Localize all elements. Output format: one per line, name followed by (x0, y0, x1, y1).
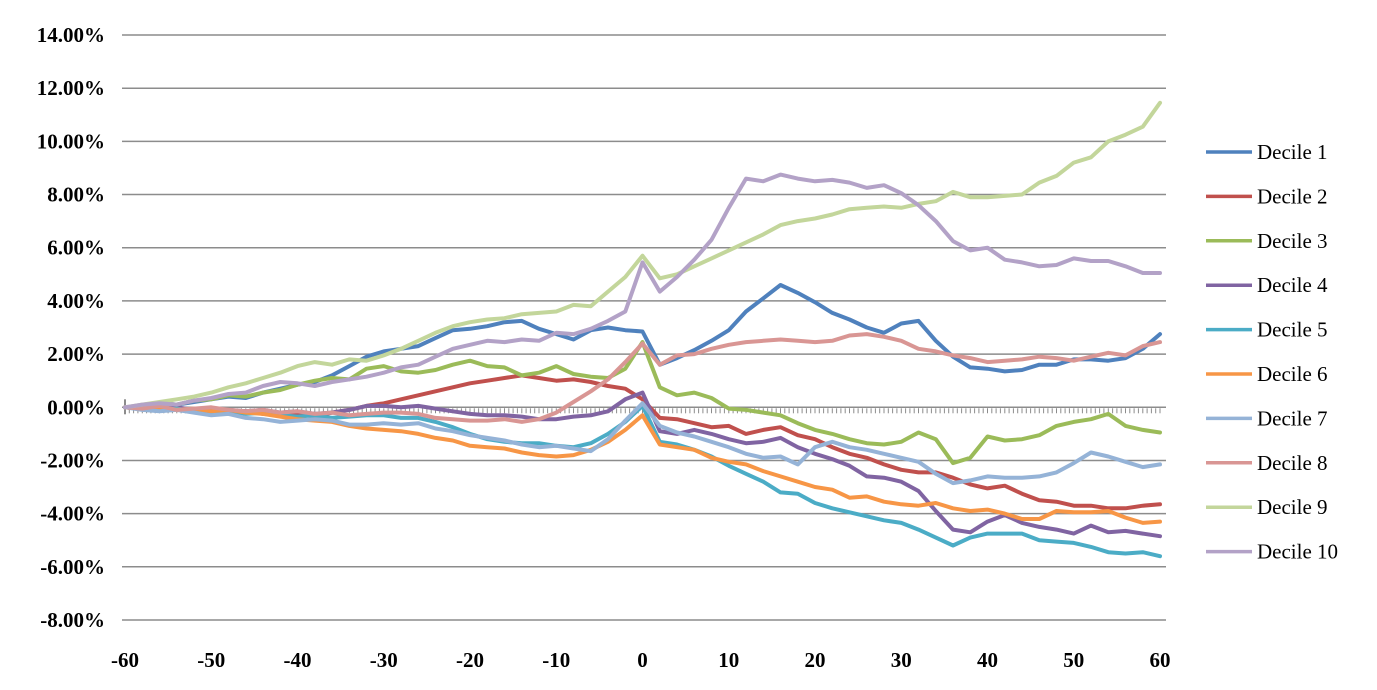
x-tick-label--50: -50 (197, 648, 225, 672)
legend-item-decile-9: Decile 9 (1206, 495, 1328, 519)
series-line-decile-8 (123, 332, 1162, 424)
legend-label-decile-6: Decile 6 (1257, 362, 1328, 386)
legend-item-decile-1: Decile 1 (1206, 140, 1328, 164)
series-lines (123, 100, 1162, 559)
y-tick-label-8.00%: 8.00% (47, 183, 105, 207)
y-axis-labels: 14.00% 12.00% 10.00% 8.00% 6.00% 4.00% 2.00% 0.… (37, 23, 105, 632)
y-tick-label-12.00%: 12.00% (37, 76, 105, 100)
series-line-decile-5 (123, 403, 1162, 559)
y-tick-label-6.00%: 6.00% (47, 236, 105, 260)
x-tick-label--40: -40 (284, 648, 312, 672)
y-tick-label--8.00%: -8.00% (40, 608, 105, 632)
x-axis-labels: -60 -50 -40 -30 -20 -10 0 10 20 30 40 50 60 (111, 648, 1171, 672)
x-tick-label-0: 0 (637, 648, 648, 672)
legend-label-decile-7: Decile 7 (1257, 406, 1328, 430)
x-tick-label-60: 60 (1150, 648, 1171, 672)
legend-label-decile-2: Decile 2 (1257, 184, 1328, 208)
x-tick-label-40: 40 (977, 648, 998, 672)
y-tick-label-0.00%: 0.00% (47, 395, 105, 419)
x-tick-label-10: 10 (718, 648, 739, 672)
y-tick-label--2.00%: -2.00% (40, 449, 105, 473)
y-tick-label--4.00%: -4.00% (40, 502, 105, 526)
legend-item-decile-5: Decile 5 (1206, 318, 1328, 342)
y-tick-label-2.00%: 2.00% (47, 342, 105, 366)
x-tick-label--60: -60 (111, 648, 139, 672)
legend-label-decile-1: Decile 1 (1257, 140, 1328, 164)
x-tick-label--20: -20 (456, 648, 484, 672)
legend-label-decile-3: Decile 3 (1257, 229, 1328, 253)
legend-item-decile-10: Decile 10 (1206, 540, 1338, 564)
x-tick-label--30: -30 (370, 648, 398, 672)
x-tick-label--10: -10 (542, 648, 570, 672)
y-tick-label-14.00%: 14.00% (37, 23, 105, 47)
series-line-decile-2 (123, 373, 1162, 511)
y-tick-label-4.00%: 4.00% (47, 289, 105, 313)
legend-item-decile-8: Decile 8 (1206, 451, 1328, 475)
legend: Decile 1 Decile 2 Decile 3 Decile 4 Decile 5… (1206, 140, 1338, 564)
legend-label-decile-4: Decile 4 (1257, 273, 1328, 297)
x-tick-label-20: 20 (805, 648, 826, 672)
series-line-decile-7 (123, 401, 1162, 486)
y-tick-label--6.00%: -6.00% (40, 555, 105, 579)
legend-item-decile-6: Decile 6 (1206, 362, 1328, 386)
x-tick-label-50: 50 (1063, 648, 1084, 672)
y-tick-label-10.00%: 10.00% (37, 129, 105, 153)
x-tick-label-30: 30 (891, 648, 912, 672)
legend-label-decile-8: Decile 8 (1257, 451, 1328, 475)
legend-item-decile-4: Decile 4 (1206, 273, 1328, 297)
legend-item-decile-7: Decile 7 (1206, 406, 1328, 430)
legend-item-decile-3: Decile 3 (1206, 229, 1328, 253)
legend-label-decile-10: Decile 10 (1257, 540, 1338, 564)
series-line-decile-10 (123, 172, 1162, 410)
legend-label-decile-5: Decile 5 (1257, 318, 1328, 342)
legend-item-decile-2: Decile 2 (1206, 184, 1328, 208)
series-line-decile-9 (123, 100, 1162, 410)
legend-label-decile-9: Decile 9 (1257, 495, 1328, 519)
gridlines (122, 34, 1166, 621)
